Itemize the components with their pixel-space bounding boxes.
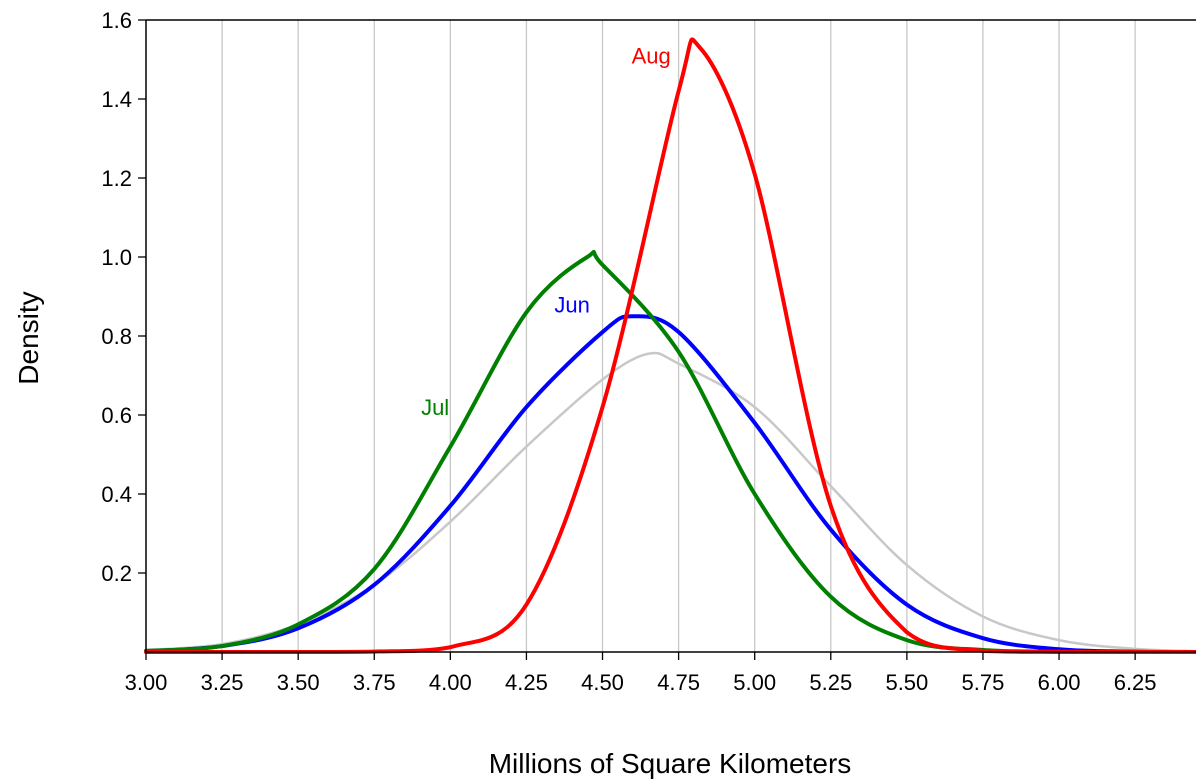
y-tick-label: 1.0: [101, 245, 132, 270]
series-labels: Jun Jul Aug: [421, 43, 671, 420]
x-tick-label: 5.00: [733, 670, 776, 695]
series-line-jul: [144, 249, 1196, 654]
y-axis-title: Density: [13, 291, 44, 384]
x-tick-label: 4.75: [657, 670, 700, 695]
series-line-unlabeled: [144, 351, 1196, 653]
x-axis-title: Millions of Square Kilometers: [489, 748, 852, 779]
y-tick-label: 1.2: [101, 166, 132, 191]
y-tick-label: 1.6: [101, 8, 132, 33]
series-line-aug: [144, 37, 1196, 655]
series-label-aug: Aug: [632, 43, 671, 68]
x-tick-label: 6.25: [1114, 670, 1157, 695]
series-label-jul: Jul: [421, 395, 449, 420]
x-tick-label: 5.50: [885, 670, 928, 695]
tick-labels: 3.00 3.25 3.50 3.75 4.00 4.25 4.50 4.75 5.00 5.25…: [101, 8, 1156, 695]
x-tick-label: 4.25: [505, 670, 548, 695]
y-tick-label: 0.6: [101, 403, 132, 428]
grid-lines: [221, 20, 1136, 652]
x-tick-label: 3.75: [353, 670, 396, 695]
x-tick-label: 3.50: [277, 670, 320, 695]
y-tick-label: 0.2: [101, 561, 132, 586]
x-tick-label: 4.50: [581, 670, 624, 695]
series-line-jun: [144, 314, 1196, 654]
series-lines: [144, 37, 1196, 655]
y-tick-label: 1.4: [101, 87, 132, 112]
x-tick-label: 4.00: [429, 670, 472, 695]
x-tick-label: 6.00: [1038, 670, 1081, 695]
x-tick-label: 5.25: [809, 670, 852, 695]
x-tick-label: 3.00: [125, 670, 168, 695]
y-tick-label: 0.4: [101, 482, 132, 507]
x-tick-label: 3.25: [201, 670, 244, 695]
y-tick-label: 0.8: [101, 324, 132, 349]
axes: [138, 19, 1196, 660]
series-label-jun: Jun: [554, 292, 589, 317]
x-tick-label: 5.75: [962, 670, 1005, 695]
